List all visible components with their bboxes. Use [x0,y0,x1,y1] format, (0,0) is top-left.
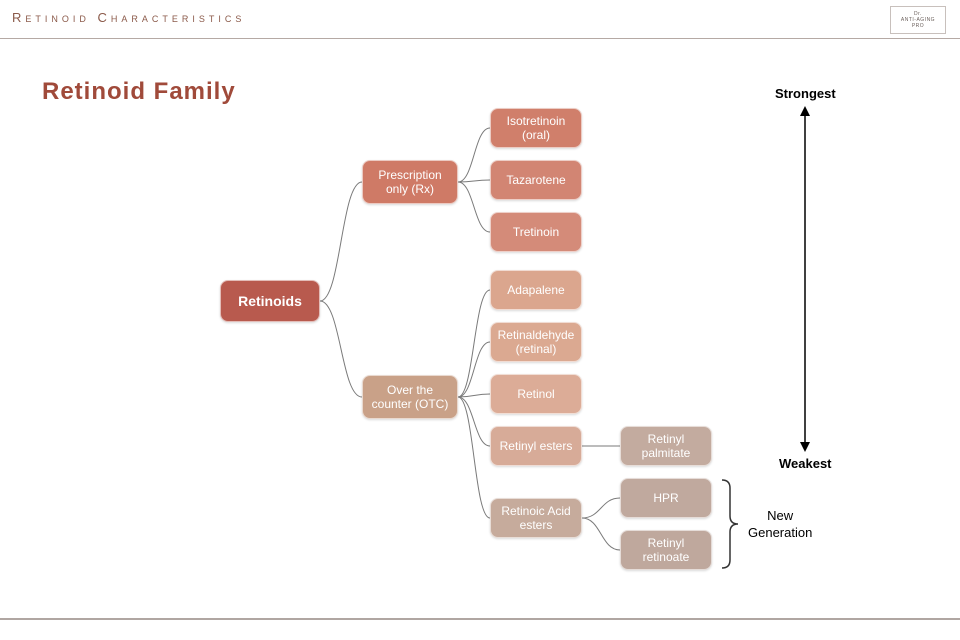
node-raest: Retinoic Acid esters [490,498,582,538]
node-iso: Isotretinoin (oral) [490,108,582,148]
tree-diagram: Retinoids Prescription only (Rx) Over the … [0,60,960,620]
scale-label-top: Strongest [775,86,836,101]
edge [582,518,620,550]
edge [320,301,362,397]
edge [458,394,490,397]
footer-divider [0,618,960,620]
arrowhead-up [800,106,810,116]
node-taz: Tazarotene [490,160,582,200]
node-otc: Over the counter (OTC) [362,375,458,419]
logo-line: PRO [912,23,924,29]
edges-layer [0,60,960,620]
node-rx: Prescription only (Rx) [362,160,458,204]
edge [458,128,490,182]
node-rpalm: Retinyl palmitate [620,426,712,466]
node-retinol: Retinol [490,374,582,414]
edge [458,397,490,446]
node-rretin: Retinyl retinoate [620,530,712,570]
node-tret: Tretinoin [490,212,582,252]
brand-logo: Dr. ANTI-AGING PRO [890,6,946,34]
edge [458,397,490,518]
node-root: Retinoids [220,280,320,322]
scale-label-bottom: Weakest [779,456,832,471]
edge [458,342,490,397]
node-resters: Retinyl esters [490,426,582,466]
node-retald: Retinaldehyde (retinal) [490,322,582,362]
node-adap: Adapalene [490,270,582,310]
edge [458,182,490,232]
breadcrumb: Retinoid Characteristics [12,10,245,25]
node-hpr: HPR [620,478,712,518]
brace [722,480,738,568]
edge [582,498,620,518]
edge [458,180,490,182]
arrowhead-down [800,442,810,452]
header-divider [0,38,960,39]
new-generation-label: NewGeneration [748,508,812,542]
edge [320,182,362,301]
edge [458,290,490,397]
